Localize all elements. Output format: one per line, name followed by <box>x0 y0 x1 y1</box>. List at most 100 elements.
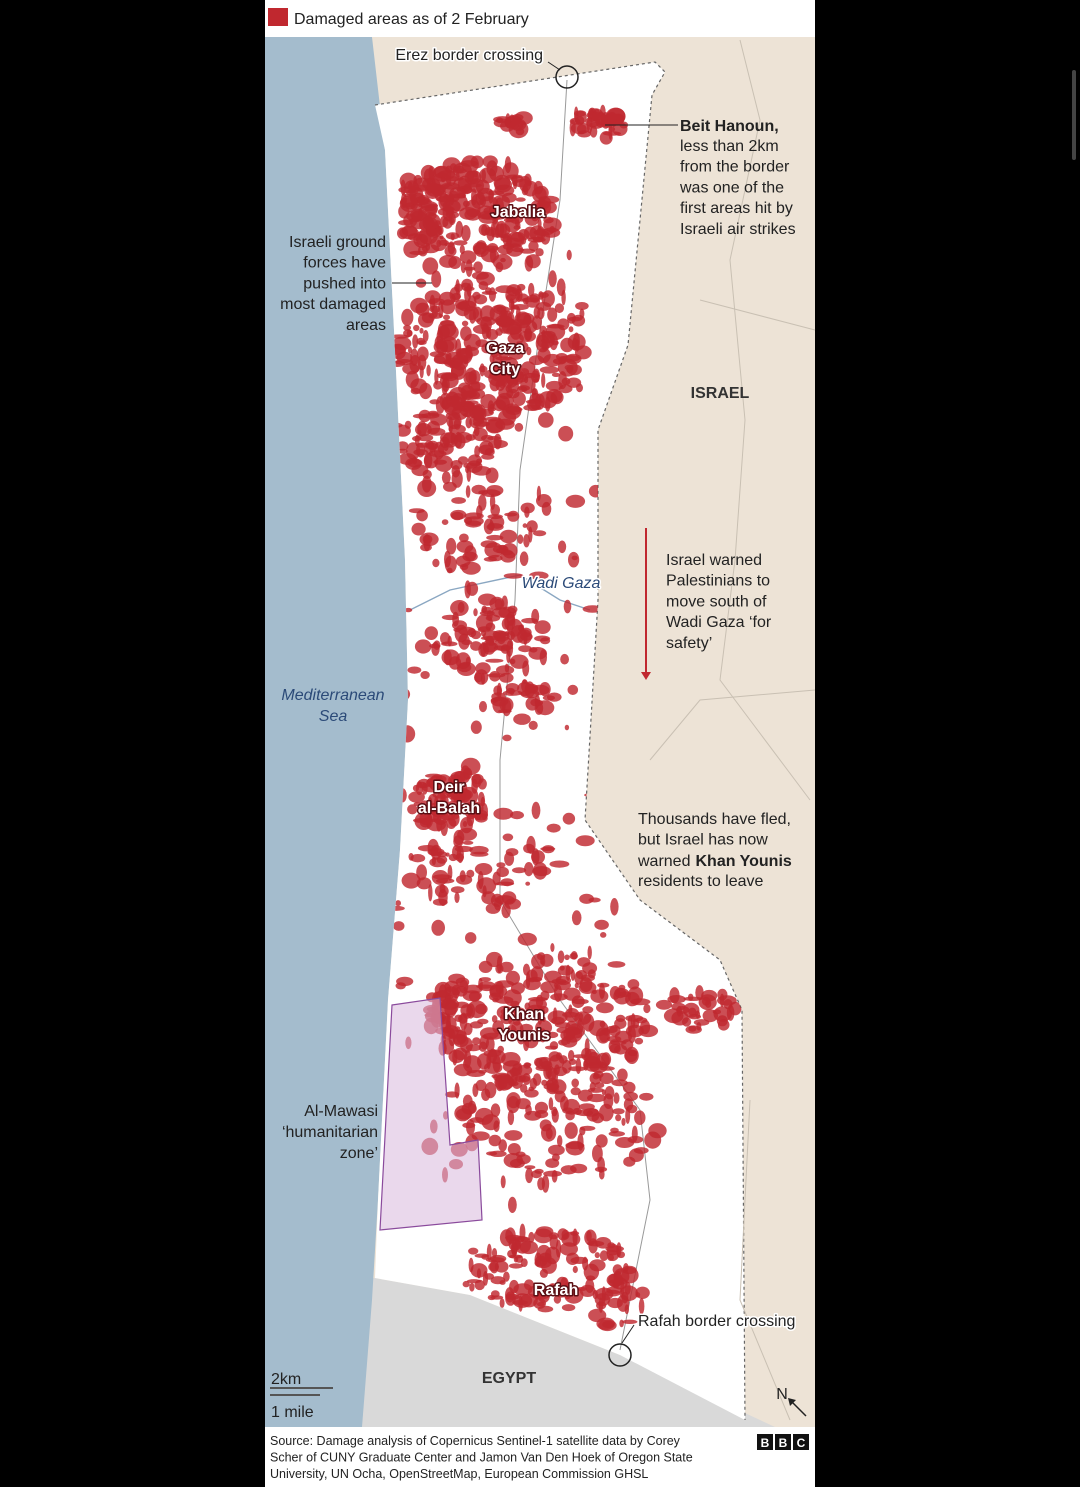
damage-blob <box>688 1007 697 1016</box>
damage-blob <box>505 384 512 393</box>
labels: Damaged areas as of 2 February Erez borde… <box>270 11 809 1481</box>
damage-blob <box>439 254 458 268</box>
damage-blob <box>528 1086 535 1092</box>
damage-blob <box>509 658 516 665</box>
damage-blob <box>487 673 506 678</box>
damage-blob <box>528 1231 535 1243</box>
damage-blob <box>398 204 410 219</box>
damage-blob <box>531 801 541 820</box>
damage-blob <box>517 385 530 391</box>
damage-blob <box>566 249 572 261</box>
damage-blob <box>474 863 493 876</box>
damage-blob <box>599 1066 615 1071</box>
damage-blob <box>528 282 535 297</box>
damage-blob <box>564 724 570 731</box>
map-label: Beit Hanoun, <box>680 118 779 135</box>
damage-blob <box>522 660 530 677</box>
damage-blob <box>426 778 434 787</box>
damage-blob <box>454 299 469 310</box>
damage-blob <box>607 961 626 968</box>
damage-blob <box>490 1276 506 1285</box>
damage-blob <box>553 984 563 1002</box>
damage-blob <box>482 885 487 898</box>
map-label: 1 mile <box>271 1404 314 1421</box>
damage-blob <box>575 835 595 847</box>
damage-blob <box>511 1021 524 1039</box>
damage-blob <box>561 289 566 306</box>
damage-blob <box>518 124 524 129</box>
damage-layer <box>375 104 742 1332</box>
damage-blob <box>496 117 504 124</box>
damage-blob <box>592 1144 603 1163</box>
damage-blob <box>535 700 555 716</box>
damage-blob <box>468 370 481 385</box>
damage-blob <box>610 898 619 916</box>
damage-blob <box>551 978 567 985</box>
damage-blob <box>471 484 486 495</box>
damage-blob <box>495 395 510 411</box>
damage-blob <box>625 1024 644 1038</box>
damage-blob <box>413 324 420 332</box>
footer <box>265 1427 815 1487</box>
damage-blob <box>545 1045 558 1050</box>
damage-blob <box>622 1081 636 1094</box>
damage-blob <box>468 1247 479 1255</box>
damage-blob <box>416 877 432 890</box>
damage-blob <box>554 303 565 314</box>
damage-blob <box>563 599 572 614</box>
damage-blob <box>607 1242 616 1249</box>
damage-blob <box>507 510 520 522</box>
damage-blob <box>577 1133 584 1151</box>
damage-blob <box>477 778 487 790</box>
damage-blob <box>493 645 505 651</box>
damage-blob <box>441 176 446 183</box>
damage-blob <box>514 1236 531 1254</box>
damage-blob <box>571 1078 579 1088</box>
damage-blob <box>508 1196 517 1213</box>
damage-blob <box>428 165 434 180</box>
damage-blob <box>541 1079 548 1086</box>
damage-blob <box>484 1273 495 1280</box>
damage-blob <box>560 653 569 665</box>
damage-blob <box>504 851 515 866</box>
damage-blob <box>463 355 469 365</box>
map-label: Younis <box>498 1027 550 1044</box>
damage-blob <box>411 464 429 477</box>
damage-blob <box>441 519 449 525</box>
damage-blob <box>524 1062 532 1067</box>
damage-blob <box>467 381 486 392</box>
damage-blob <box>523 314 532 326</box>
damage-blob <box>603 1093 614 1109</box>
damage-blob <box>405 370 419 389</box>
damage-blob <box>505 1227 516 1244</box>
damage-blob <box>513 1007 527 1022</box>
damage-blob <box>638 1298 645 1315</box>
damage-blob <box>462 840 474 845</box>
map-label: Israel warned <box>666 552 762 569</box>
damage-blob <box>492 1020 505 1034</box>
damage-blob <box>505 237 523 247</box>
damage-blob <box>536 1302 545 1307</box>
damage-blob <box>433 459 447 465</box>
damage-blob <box>510 1000 520 1008</box>
damage-blob <box>548 1144 565 1156</box>
damage-blob <box>531 388 539 402</box>
damage-blob <box>512 391 526 406</box>
damage-blob <box>582 1006 594 1014</box>
leader-line <box>547 61 561 71</box>
damage-blob <box>615 1114 622 1122</box>
map-label: Khan <box>504 1006 544 1023</box>
damage-blob <box>595 1134 608 1148</box>
damage-blob <box>543 1170 562 1177</box>
damage-blob <box>524 328 533 342</box>
map-label: Gaza <box>486 340 524 357</box>
damage-blob <box>540 981 559 994</box>
damage-blob <box>428 312 444 319</box>
roads <box>649 39 816 1421</box>
damage-blob <box>549 1283 555 1293</box>
damage-blob <box>403 329 413 338</box>
damage-blob <box>625 1106 631 1124</box>
damage-blob <box>459 250 477 264</box>
damage-blob <box>655 999 673 1010</box>
damage-blob <box>586 116 593 134</box>
